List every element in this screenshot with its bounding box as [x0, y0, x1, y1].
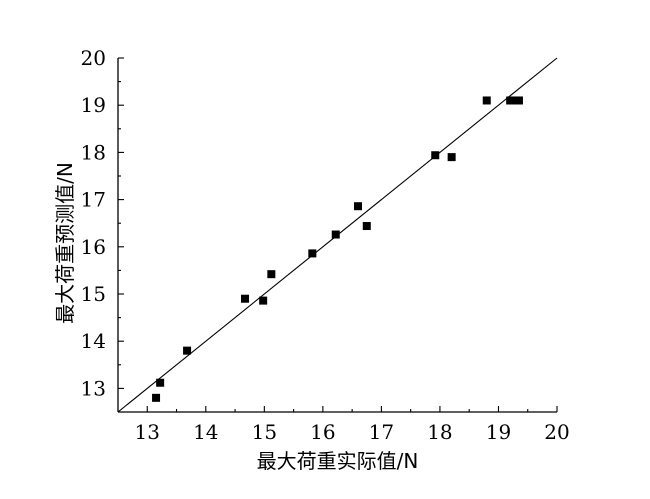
x-tick-label: 19 — [486, 420, 511, 444]
x-tick-label: 15 — [252, 420, 277, 444]
y-tick-label: 15 — [81, 282, 106, 306]
x-tick-label: 14 — [193, 420, 218, 444]
x-tick-label: 17 — [369, 420, 394, 444]
x-tick-label: 13 — [135, 420, 160, 444]
y-tick-label: 19 — [81, 93, 106, 117]
data-points — [152, 96, 523, 402]
y-tick-label: 13 — [81, 376, 106, 400]
data-point — [156, 378, 165, 387]
y-tick-label: 17 — [81, 188, 106, 212]
y-tick-label: 14 — [81, 329, 106, 353]
data-point — [510, 96, 519, 105]
x-axis-title: 最大荷重实际值/N — [257, 449, 419, 473]
data-point — [331, 230, 340, 239]
y-tick-label: 20 — [81, 46, 106, 70]
data-point — [353, 202, 362, 211]
y-tick-label: 16 — [81, 235, 106, 259]
data-point — [152, 393, 161, 402]
axes — [117, 58, 557, 413]
x-tick-label: 20 — [544, 420, 569, 444]
y-axis-title: 最大荷重预测值/N — [53, 162, 77, 324]
x-tick-label: 16 — [310, 420, 335, 444]
x-ticks: 13 14 15 16 17 18 19 20 — [135, 406, 570, 444]
data-point — [241, 294, 250, 303]
data-point — [362, 222, 371, 231]
x-tick-label: 18 — [427, 420, 452, 444]
data-point — [514, 96, 523, 105]
y-tick-label: 18 — [81, 140, 106, 164]
data-point — [267, 270, 276, 279]
data-point — [447, 153, 456, 162]
data-point — [259, 296, 268, 305]
data-point — [431, 151, 440, 160]
y-ticks: 13 14 15 16 17 18 19 20 — [81, 46, 124, 400]
data-point — [482, 96, 491, 105]
data-point — [308, 249, 317, 258]
data-point — [183, 346, 192, 355]
data-point — [506, 96, 515, 105]
